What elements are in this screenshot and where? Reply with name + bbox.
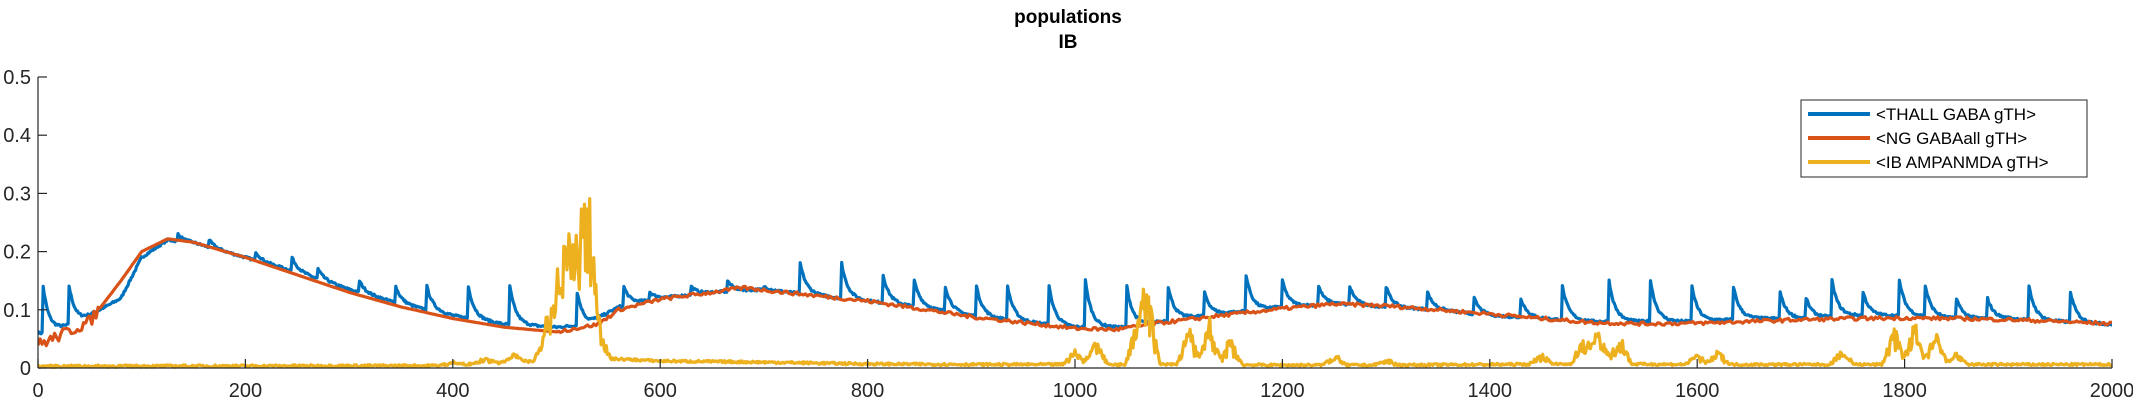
x-tick-label: 1600 <box>1675 380 1720 400</box>
y-ticks: 0 0.1 0.2 0.3 0.4 0.5 <box>3 67 47 380</box>
chart-title: populations <box>1014 7 1122 28</box>
series-line <box>38 197 2112 369</box>
series-layer <box>38 197 2112 369</box>
x-tick-label: 0 <box>32 380 43 400</box>
legend-label: <NG GABAall gTH> <box>1876 129 2027 148</box>
legend-label: <IB AMPANMDA gTH> <box>1876 153 2049 172</box>
x-ticks: 0 200 400 600 800 1000 1200 1400 1600 1800 2000 <box>32 359 2133 400</box>
x-tick-label: 400 <box>436 380 469 400</box>
y-tick-label: 0.4 <box>3 125 31 147</box>
y-tick-label: 0.3 <box>3 183 31 205</box>
x-tick-label: 2000 <box>2090 380 2133 400</box>
x-tick-label: 800 <box>851 380 884 400</box>
series-line <box>38 237 2112 348</box>
x-tick-label: 200 <box>229 380 262 400</box>
x-tick-label: 1400 <box>1468 380 1513 400</box>
legend: <THALL GABA gTH> <NG GABAall gTH> <IB AMPA… <box>1800 99 2088 178</box>
y-tick-label: 0.5 <box>3 67 31 89</box>
x-tick-label: 1000 <box>1053 380 1098 400</box>
y-tick-label: 0 <box>20 358 31 380</box>
y-tick-label: 0.1 <box>3 300 31 322</box>
x-tick-label: 1800 <box>1882 380 1927 400</box>
y-tick-label: 0.2 <box>3 242 31 264</box>
legend-label: <THALL GABA gTH> <box>1876 105 2036 124</box>
chart-subtitle: IB <box>1059 32 1078 53</box>
x-tick-label: 600 <box>644 380 677 400</box>
x-tick-label: 1200 <box>1260 380 1305 400</box>
